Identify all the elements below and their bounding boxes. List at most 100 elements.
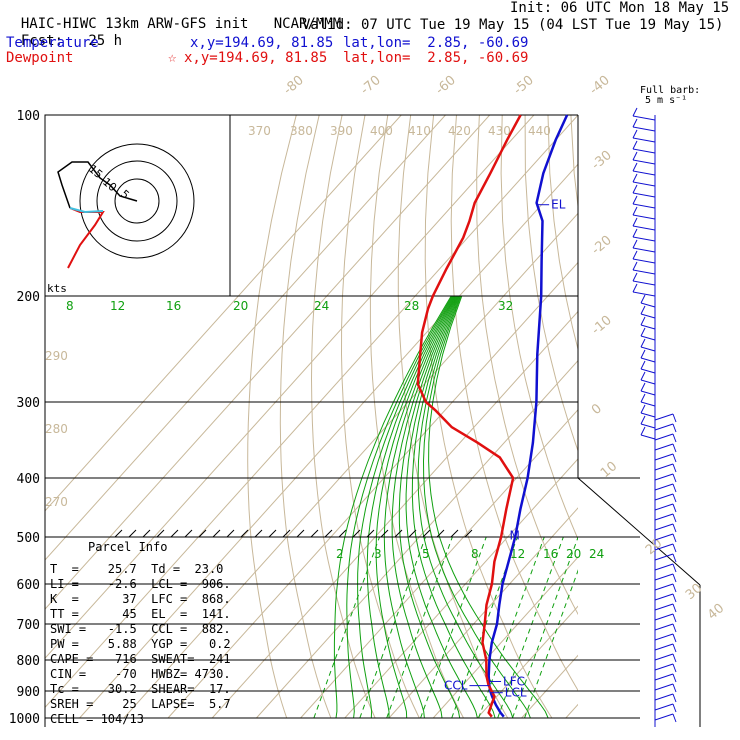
- wind-barb: [640, 401, 656, 407]
- isotherm-tick-label: -80: [281, 73, 307, 98]
- isotherm-line: [45, 115, 491, 610]
- dry-adiabat-line: [617, 115, 740, 718]
- wind-barb: [654, 423, 674, 431]
- hatch-mark: [142, 529, 151, 538]
- wind-barb: [654, 583, 674, 591]
- wind-barb: [654, 453, 674, 461]
- pressure-tick-label: 1000: [9, 712, 40, 727]
- level-marker-label: LFC: [503, 674, 525, 688]
- wind-barb: [632, 181, 656, 187]
- isotherm-line: [79, 163, 578, 719]
- moist-adiabat-tick-label: 24: [314, 299, 329, 313]
- wind-barb-flag: [632, 283, 638, 293]
- isotherm-line: [300, 409, 578, 719]
- theta-tick-label: 420: [448, 124, 471, 138]
- hatch-mark: [296, 529, 305, 538]
- hatch-mark: [450, 529, 459, 538]
- wind-barb-flag: [672, 663, 677, 673]
- moist-adiabat-tick-label: 20: [233, 299, 248, 313]
- temperature-xy: x,y=194.69, 81.85: [190, 35, 334, 51]
- hatch-mark: [352, 529, 361, 538]
- wind-barb-flag: [672, 493, 677, 503]
- wind-barb-flag: [672, 713, 677, 723]
- wind-barb: [640, 357, 656, 363]
- mixing-ratio-tick-label: 24: [589, 547, 604, 561]
- model-title: HAIC-HIWC 13km ARW-GFS init NCAR/MMM: [20, 16, 342, 32]
- isotherm-tick-label: 0: [589, 401, 605, 418]
- mixing-ratio-tick-label: 20: [566, 547, 581, 561]
- parcel-info-row: LI = -2.6 LCL = 906.: [50, 577, 231, 591]
- wind-barb-flag: [672, 643, 677, 653]
- hodograph-trace-lower: [67, 207, 105, 269]
- wind-barb-flag: [640, 415, 646, 425]
- wind-barb-flag: [672, 613, 677, 623]
- wind-barb: [640, 390, 656, 396]
- isotherm-line: [45, 115, 578, 709]
- wind-barb-flag: [672, 563, 677, 573]
- parcel-info-row: K = 37 LFC = 868.: [50, 592, 231, 606]
- hatch-mark: [156, 529, 165, 538]
- dewpoint-profile-line: [416, 114, 522, 718]
- wind-barb: [632, 236, 656, 242]
- hatch-mark: [394, 529, 403, 538]
- wind-barb-flag: [672, 673, 677, 683]
- isotherm-line: [477, 605, 578, 719]
- wind-barb: [654, 483, 674, 491]
- wind-barb: [654, 503, 674, 511]
- wind-barb: [632, 203, 656, 209]
- wind-barb: [632, 258, 656, 264]
- wind-barb: [654, 523, 674, 531]
- isotherm-line: [610, 115, 740, 718]
- isotherm-tick-label: -30: [589, 148, 615, 173]
- pressure-tick-label: 800: [17, 654, 40, 669]
- hatch-mark: [422, 529, 431, 538]
- wind-barb-flag: [640, 371, 646, 381]
- dry-adiabat-line: [547, 115, 578, 352]
- hatch-mark: [198, 529, 207, 538]
- wind-barb-flag: [640, 426, 646, 436]
- theta-tick-label: 270: [45, 495, 68, 509]
- wind-barb-flag: [640, 382, 646, 392]
- wind-barb: [654, 533, 674, 541]
- wind-barb-flag: [672, 693, 677, 703]
- theta-tick-label: 370: [248, 124, 271, 138]
- wind-barb: [632, 170, 656, 176]
- wind-barb-flag: [672, 443, 677, 453]
- wind-barb: [654, 563, 674, 571]
- wind-barb: [632, 291, 656, 297]
- wind-barb: [654, 413, 674, 421]
- mixing-ratio-tick-label: 8: [471, 547, 479, 561]
- wind-barb: [654, 713, 674, 721]
- wind-barb-flag: [672, 623, 677, 633]
- parcel-info-row: SREH = 25 LAPSE= 5.7: [50, 697, 231, 711]
- dry-adiabat-line: [424, 115, 553, 719]
- wind-barb: [632, 137, 656, 143]
- theta-tick-label: 290: [45, 349, 68, 363]
- isotherm-tick-label: 30: [683, 581, 705, 603]
- isotherm-line: [45, 115, 402, 512]
- wind-barb-flag: [632, 140, 638, 150]
- hatch-mark: [436, 529, 445, 538]
- wind-barb: [654, 663, 674, 671]
- mixing-ratio-tick-label: 3: [374, 547, 382, 561]
- isotherm-line: [432, 556, 578, 719]
- wind-barb-flag: [632, 129, 638, 139]
- wind-barb: [632, 214, 656, 220]
- isotherm-line: [256, 359, 578, 719]
- parcel-info-row: CIN = -70 HWBZ= 4730.: [50, 667, 231, 681]
- level-marker-label: EL: [551, 198, 566, 212]
- wind-barb: [654, 593, 674, 601]
- theta-tick-label: 440: [528, 124, 551, 138]
- pressure-tick-label: 900: [17, 685, 40, 700]
- wind-barb: [654, 473, 674, 481]
- dry-adiabat-line: [524, 115, 578, 453]
- hatch-mark: [380, 529, 389, 538]
- level-marker-label: CCL: [444, 679, 468, 693]
- wind-barb-flag: [632, 250, 638, 260]
- theta-tick-label: 400: [370, 124, 393, 138]
- parcel-info-row: T = 25.7 Td = 23.0: [50, 562, 224, 576]
- wind-barb-flag: [672, 703, 677, 713]
- wind-barb: [640, 324, 656, 330]
- wind-barb: [654, 543, 674, 551]
- wind-barb-flag: [672, 543, 677, 553]
